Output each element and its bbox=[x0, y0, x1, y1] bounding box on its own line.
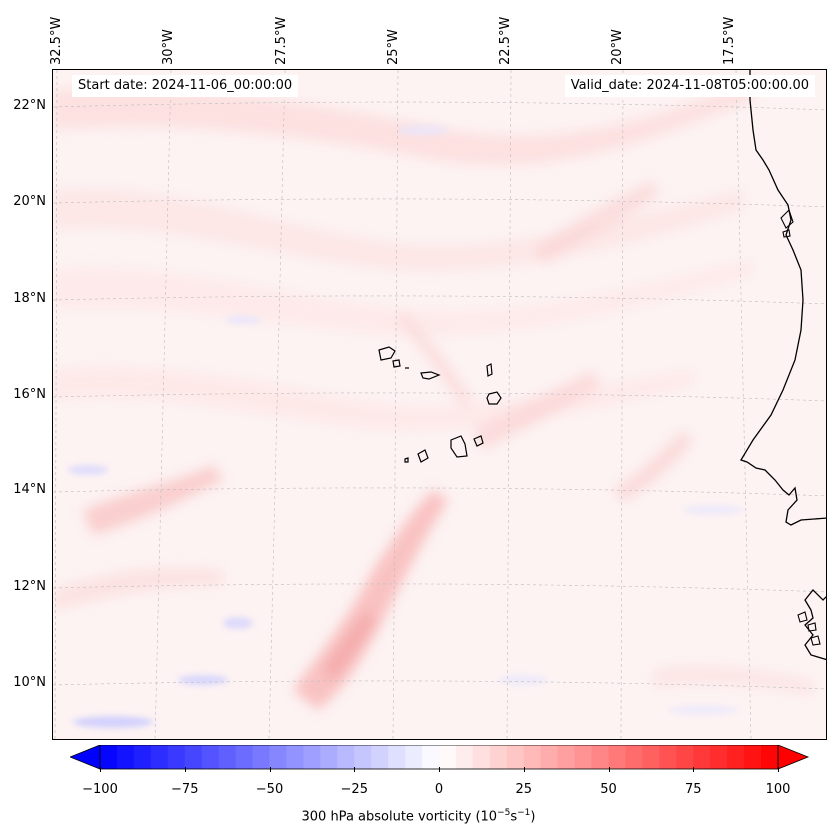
colorbar-cell bbox=[625, 745, 643, 769]
colorbar-cell bbox=[489, 745, 508, 769]
longitude-label: 27.5°W bbox=[274, 16, 289, 65]
colorbar-tick-mark bbox=[693, 767, 695, 772]
colorbar-cell bbox=[150, 745, 169, 769]
longitude-label: 22.5°W bbox=[498, 16, 513, 65]
colorbar-cell bbox=[523, 745, 542, 769]
colorbar-cell bbox=[422, 745, 440, 769]
colorbar-tick-mark bbox=[354, 767, 356, 772]
colorbar-cell bbox=[388, 745, 406, 769]
colorbar-tick-mark bbox=[608, 767, 610, 772]
longitude-label: 20°W bbox=[610, 29, 625, 65]
colorbar-tick-mark bbox=[439, 767, 440, 772]
colorbar-cell bbox=[642, 745, 660, 769]
colorbar-label-unit: s bbox=[510, 809, 518, 825]
colorbar-cell bbox=[252, 745, 270, 769]
colorbar-tick-label: 100 bbox=[765, 782, 791, 797]
valid-date-label: Valid_date: 2024-11-08T05:00:00.00 bbox=[564, 75, 815, 97]
colorbar-cell bbox=[455, 745, 474, 769]
colorbar-cell bbox=[659, 745, 677, 769]
latitude-label: 16°N bbox=[13, 387, 46, 402]
colorbar-tick-mark bbox=[523, 767, 525, 772]
colorbar-extend-max bbox=[777, 745, 810, 770]
colorbar-cell bbox=[184, 745, 203, 769]
latitude-label: 22°N bbox=[13, 98, 46, 113]
latitude-label: 10°N bbox=[13, 675, 46, 690]
colorbar-cell bbox=[710, 745, 728, 769]
colorbar-cell bbox=[744, 745, 762, 769]
longitude-label: 30°W bbox=[161, 29, 176, 65]
colorbar-tick-label: −50 bbox=[255, 782, 284, 797]
colorbar-cell bbox=[303, 745, 321, 769]
colorbar-cell bbox=[371, 745, 389, 769]
colorbar-cell bbox=[506, 745, 525, 769]
colorbar-label: 300 hPa absolute vorticity (10−5s−1) bbox=[0, 808, 837, 824]
colorbar-label-exponent-2: −1 bbox=[517, 808, 531, 818]
colorbar-cell bbox=[557, 745, 576, 769]
colorbar-cell bbox=[116, 745, 135, 769]
colorbar-cell bbox=[574, 745, 593, 769]
colorbar-cell bbox=[269, 745, 287, 769]
colorbar-cell bbox=[354, 745, 372, 769]
colorbar-label-text: 300 hPa absolute vorticity (10 bbox=[301, 809, 498, 825]
colorbar-cell bbox=[676, 745, 694, 769]
colorbar-extend-min bbox=[70, 745, 101, 770]
colorbar bbox=[70, 745, 810, 770]
latitude-label: 20°N bbox=[13, 194, 46, 209]
colorbar-cell bbox=[472, 745, 491, 769]
longitude-label: 17.5°W bbox=[722, 16, 737, 65]
colorbar-tick-mark bbox=[184, 767, 186, 772]
colorbar-cell bbox=[540, 745, 559, 769]
colorbar-cell bbox=[218, 745, 237, 769]
latitude-label: 18°N bbox=[13, 291, 46, 306]
colorbar-cell bbox=[286, 745, 304, 769]
colorbar-tick-label: −25 bbox=[340, 782, 368, 797]
vorticity-field bbox=[53, 70, 826, 739]
colorbar-cell bbox=[167, 745, 186, 769]
colorbar-tick-label: 25 bbox=[515, 782, 533, 797]
start-date-label: Start date: 2024-11-06_00:00:00 bbox=[72, 75, 299, 97]
colorbar-tick-label: 75 bbox=[684, 782, 702, 797]
colorbar-cell bbox=[693, 745, 711, 769]
colorbar-tick-label: 50 bbox=[600, 782, 617, 797]
colorbar-cell bbox=[320, 745, 338, 769]
graticule bbox=[53, 70, 826, 739]
coastal-islands bbox=[780, 208, 821, 646]
longitude-label: 25°W bbox=[386, 29, 401, 65]
latitude-label: 12°N bbox=[13, 579, 46, 594]
cape-verde-islands bbox=[378, 346, 502, 463]
colorbar-cell bbox=[405, 745, 423, 769]
longitude-label: 32.5°W bbox=[49, 16, 64, 65]
colorbar-cell bbox=[591, 745, 609, 769]
colorbar-tick-mark bbox=[778, 767, 779, 772]
colorbar-label-exponent-1: −5 bbox=[497, 808, 511, 818]
positive-vorticity-bands bbox=[53, 80, 813, 710]
colorbar-cell bbox=[608, 745, 626, 769]
africa-coastline bbox=[740, 70, 826, 661]
colorbar-cell bbox=[133, 745, 152, 769]
colorbar-cell bbox=[235, 745, 254, 769]
colorbar-label-close: ) bbox=[530, 809, 536, 825]
negative-vorticity-spots bbox=[68, 125, 743, 728]
map-panel bbox=[52, 69, 827, 740]
colorbar-cell bbox=[761, 745, 779, 769]
colorbar-tick-label: −75 bbox=[171, 782, 199, 797]
colorbar-tick-mark bbox=[100, 767, 101, 772]
colorbar-cell bbox=[201, 745, 220, 769]
colorbar-tick-label: −100 bbox=[82, 782, 118, 797]
colorbar-tick-label: 0 bbox=[434, 782, 444, 797]
colorbar-cell bbox=[337, 745, 355, 769]
colorbar-cell bbox=[727, 745, 745, 769]
colorbar-tick-mark bbox=[269, 767, 271, 772]
field-background bbox=[53, 70, 826, 739]
latitude-label: 14°N bbox=[13, 482, 46, 497]
colorbar-cell bbox=[439, 745, 457, 769]
colorbar-cell bbox=[100, 745, 118, 769]
